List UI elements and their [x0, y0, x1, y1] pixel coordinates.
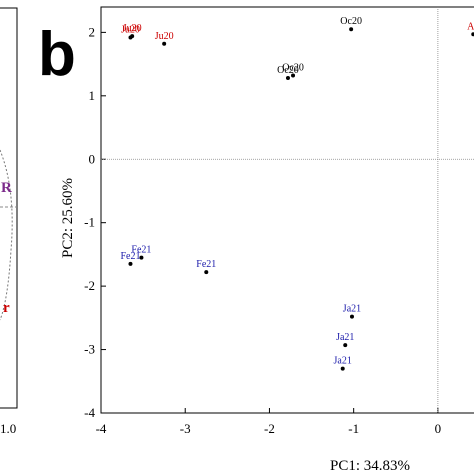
point-label-fe21: Fe21 — [120, 251, 140, 262]
x-tick-label: 0 — [435, 421, 442, 436]
plot-frame — [100, 6, 474, 414]
reference-lines — [101, 7, 474, 413]
x-tick-label: -4 — [96, 421, 107, 436]
y-tick-label: 1 — [89, 88, 96, 103]
point-oc20 — [349, 27, 354, 32]
point-label-ja21: Ja21 — [334, 356, 352, 367]
y-tick-label: 0 — [89, 151, 96, 166]
point-label-oc20: Oc20 — [340, 16, 362, 27]
loading-label-r: r — [3, 300, 10, 316]
point-label-ju20: Ju20 — [121, 24, 140, 35]
point-label-ja21: Ja21 — [336, 332, 354, 343]
point-ja21 — [349, 314, 354, 319]
point-label-fe21: Fe21 — [196, 259, 216, 270]
correlation-circle-arc — [0, 149, 13, 321]
data-points: Ju20Ju20Ju20Oc20Oc20Oc20Fe21Fe21Fe21Ja21… — [120, 16, 474, 371]
point-label-oc20: Oc20 — [277, 65, 299, 76]
point-oc20 — [285, 76, 290, 81]
loading-label-R: R — [1, 180, 12, 196]
point-label-ju20: Ju20 — [123, 23, 142, 34]
point-label-oc20: Oc20 — [282, 63, 304, 74]
y-tick-label: -3 — [84, 342, 95, 357]
point-ju20 — [162, 41, 167, 46]
y-axis-title: PC2: 25.60% — [60, 178, 76, 258]
point-label-ja21: Ja21 — [343, 304, 361, 315]
left-panel-frame — [0, 7, 18, 409]
x-tick-label: -3 — [180, 421, 191, 436]
left-panel-tick: 1.0 — [0, 421, 16, 436]
point-ja21 — [340, 366, 345, 371]
point-oc20 — [291, 73, 296, 78]
axes: -4 -3 -2 -1 0 -4 -3 -2 -1 0 1 2 — [84, 6, 474, 436]
point-fe21 — [204, 270, 209, 275]
left-panel-fragment: R r 1.0 — [0, 7, 18, 436]
point-ju20 — [130, 34, 135, 39]
x-tick-label: -2 — [264, 421, 275, 436]
x-axis-title: PC1: 34.83% — [330, 458, 410, 474]
point-label-fe21: Fe21 — [131, 245, 151, 256]
y-tick-label: -1 — [84, 215, 95, 230]
y-tick-label: -2 — [84, 278, 95, 293]
point-label-ap: Ap — [467, 21, 474, 32]
point-fe21 — [128, 261, 133, 266]
point-ja21 — [343, 343, 348, 348]
panel-letter: b — [38, 20, 76, 89]
point-fe21 — [139, 255, 144, 260]
y-tick-label: -4 — [84, 405, 95, 420]
y-tick-label: 2 — [89, 24, 96, 39]
x-tick-label: -1 — [348, 421, 359, 436]
point-label-ju20: Ju20 — [155, 31, 174, 42]
point-ap — [471, 32, 474, 37]
